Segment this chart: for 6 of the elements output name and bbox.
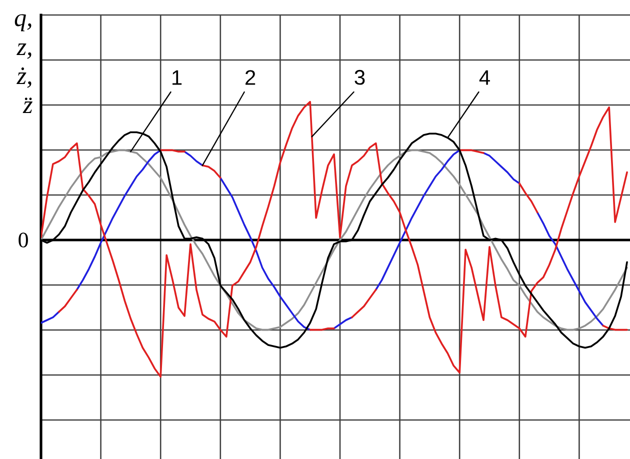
text: 1 — [172, 70, 182, 85]
y-axis-title: q, z, ż, z̈ — [14, 14, 32, 113]
ref-line-label: 0 — [18, 232, 28, 248]
text: 4 — [479, 70, 490, 85]
text: 2 — [246, 70, 256, 85]
text: 3 — [354, 70, 365, 85]
